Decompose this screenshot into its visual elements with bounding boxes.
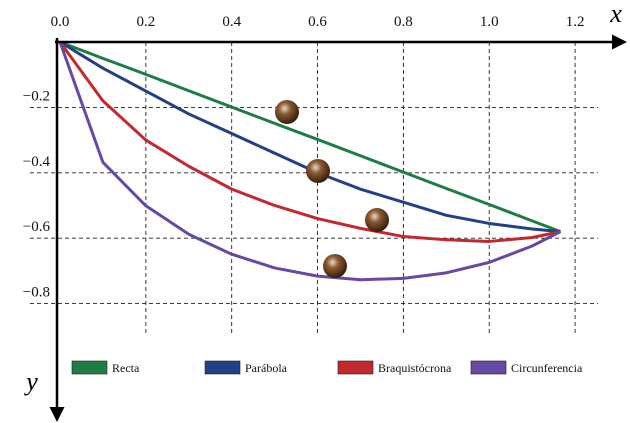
x-tick-label: 1.2 — [566, 14, 585, 30]
legend-swatch — [471, 361, 506, 374]
chart: x y Recta Parábola Braquistócrona Circunfer… — [0, 0, 630, 423]
x-tick-label: 0.6 — [308, 14, 327, 30]
x-axis-label: x — [609, 0, 622, 28]
y-tick-label: −0.6 — [23, 219, 51, 235]
ball — [365, 208, 389, 232]
series-line — [60, 42, 560, 232]
balls — [275, 100, 389, 278]
legend-swatch — [338, 361, 373, 374]
legend-label: Braquistócrona — [378, 361, 452, 375]
x-tick-label: 0.0 — [51, 14, 70, 30]
legend-label: Recta — [112, 361, 140, 375]
legend-label: Parábola — [245, 361, 288, 375]
y-tick-label: −0.2 — [23, 88, 50, 104]
ball — [323, 254, 347, 278]
y-tick-label: −0.4 — [23, 154, 51, 170]
legend-label: Circunferencia — [511, 361, 583, 375]
legend: Recta Parábola Braquistócrona Circunferenci… — [72, 361, 583, 375]
x-tick-label: 0.4 — [222, 14, 241, 30]
ball — [275, 100, 299, 124]
grid — [30, 42, 598, 336]
x-tick-label: 1.0 — [480, 14, 499, 30]
legend-swatch — [205, 361, 240, 374]
x-tick-label: 0.2 — [136, 14, 155, 30]
curves — [60, 42, 560, 280]
legend-swatch — [72, 361, 107, 374]
x-tick-label: 0.8 — [394, 14, 413, 30]
y-tick-label: −0.8 — [23, 285, 50, 301]
series-line — [60, 42, 560, 280]
ball — [306, 159, 330, 183]
y-axis-label: y — [23, 367, 38, 396]
